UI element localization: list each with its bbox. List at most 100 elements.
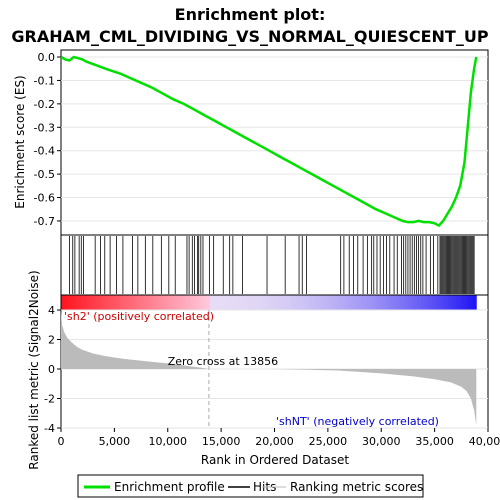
rank-color-segment xyxy=(223,295,228,310)
es-panel-frame xyxy=(60,49,489,236)
x-tick-label: 35,000 xyxy=(415,435,454,448)
x-axis-label: Rank in Ordered Dataset xyxy=(201,453,349,467)
rank-color-segment xyxy=(133,295,138,310)
rank-color-segment xyxy=(317,295,322,310)
rank-color-segment xyxy=(379,295,384,310)
rank-color-segment xyxy=(81,295,86,310)
x-tick-label: 10,000 xyxy=(149,435,188,448)
rank-color-segment xyxy=(99,295,104,310)
rank-color-segment xyxy=(403,295,408,310)
es-y-tick-label: 0.0 xyxy=(38,51,56,64)
metric-y-tick-label: 2 xyxy=(48,334,55,347)
rank-color-segment xyxy=(306,295,311,310)
rank-color-segment xyxy=(272,295,277,310)
rank-color-segment xyxy=(472,295,477,310)
rank-color-segment xyxy=(199,295,204,310)
rank-color-segment xyxy=(171,295,176,310)
rank-color-segment xyxy=(465,295,470,310)
rank-color-segment xyxy=(237,295,242,310)
x-tick-label: 25,000 xyxy=(309,435,348,448)
rank-color-segment xyxy=(164,295,169,310)
rank-color-segment xyxy=(275,295,280,310)
rank-color-segment xyxy=(88,295,93,310)
metric-y-tick-label: 4 xyxy=(48,304,55,317)
rank-color-segment xyxy=(126,295,131,310)
rank-color-segment xyxy=(213,295,218,310)
rank-color-segment xyxy=(393,295,398,310)
rank-color-segment xyxy=(157,295,162,310)
rank-color-segment xyxy=(427,295,432,310)
es-y-axis-label: Enrichment score (ES) xyxy=(13,75,27,208)
rank-color-segment xyxy=(209,295,214,310)
legend: Enrichment profile Hits Ranking metric s… xyxy=(77,474,424,498)
rank-color-segment xyxy=(71,295,76,310)
rank-color-segment xyxy=(244,295,249,310)
rank-color-segment xyxy=(230,295,235,310)
rank-color-segment xyxy=(234,295,238,310)
rank-color-segment xyxy=(417,295,422,310)
x-tick-label: 5,000 xyxy=(99,435,131,448)
rank-color-segment xyxy=(289,295,294,310)
rank-color-segment xyxy=(455,295,460,310)
negative-correlation-label: 'shNT' (negatively correlated) xyxy=(276,415,439,428)
rank-color-segment xyxy=(358,295,363,310)
rank-color-segment xyxy=(438,295,443,310)
rank-color-segment xyxy=(74,295,79,310)
rank-color-segment xyxy=(182,295,187,310)
rank-color-segment xyxy=(168,295,173,310)
rank-color-segment xyxy=(254,295,259,310)
legend-box xyxy=(77,474,424,498)
rank-color-segment xyxy=(372,295,377,310)
rank-color-segment xyxy=(147,295,152,310)
rank-color-segment xyxy=(413,295,418,310)
rank-color-segment xyxy=(320,295,325,310)
rank-color-segment xyxy=(310,295,315,310)
metric-y-axis-label: Ranked list metric (Signal2Noise) xyxy=(27,270,41,469)
rank-color-segment xyxy=(185,295,190,310)
rank-color-segment xyxy=(327,295,332,310)
x-tick-label: 30,000 xyxy=(362,435,401,448)
rank-color-segment xyxy=(178,295,183,310)
rank-color-segment xyxy=(462,295,467,310)
rank-color-segment xyxy=(424,295,429,310)
rank-color-segment xyxy=(410,295,415,310)
rank-color-segment xyxy=(351,295,356,310)
rank-color-segment xyxy=(247,295,252,310)
rank-color-segment xyxy=(95,295,100,310)
rank-color-segment xyxy=(61,295,65,310)
rank-color-segment xyxy=(368,295,373,310)
x-axis-ticks: 0 5,000 10,000 15,000 20,000 25,000 30,000 35,0… xyxy=(58,428,500,448)
x-tick-label: 40,000 xyxy=(469,435,500,448)
positive-correlation-label: 'sh2' (positively correlated) xyxy=(64,310,214,323)
rank-color-segment xyxy=(299,295,304,310)
legend-enrichment-label: Enrichment profile xyxy=(114,480,225,494)
rank-color-segment xyxy=(258,295,263,310)
rank-color-segment xyxy=(154,295,159,310)
rank-color-segment xyxy=(189,295,193,310)
es-y-tick-label: -0.2 xyxy=(34,98,55,111)
rank-color-segment xyxy=(330,295,335,310)
es-y-tick-label: -0.6 xyxy=(34,192,55,205)
x-tick-label: 0 xyxy=(58,435,65,448)
rank-color-segment xyxy=(227,295,232,310)
rank-color-segment xyxy=(161,295,166,310)
rank-color-segment xyxy=(251,295,256,310)
rank-color-segment xyxy=(202,295,207,310)
rank-color-segment xyxy=(400,295,405,310)
rank-color-segment xyxy=(469,295,474,310)
enrichment-profile-line xyxy=(60,55,478,228)
metric-y-tick-label: -4 xyxy=(44,422,55,435)
rank-color-segment xyxy=(303,295,308,310)
rank-color-segment xyxy=(112,295,117,310)
rank-color-segment xyxy=(268,295,273,310)
rank-color-segment xyxy=(448,295,453,310)
hit-markers xyxy=(69,236,475,294)
chart-title-line2: GRAHAM_CML_DIVIDING_VS_NORMAL_QUIESCENT_… xyxy=(11,27,488,46)
rank-color-segment xyxy=(458,295,463,310)
rank-color-segment xyxy=(441,295,446,310)
rank-color-segment xyxy=(144,295,149,310)
zero-cross-label: Zero cross at 13856 xyxy=(168,355,278,368)
rank-color-segment xyxy=(296,295,301,310)
rank-color-segment xyxy=(78,295,83,310)
